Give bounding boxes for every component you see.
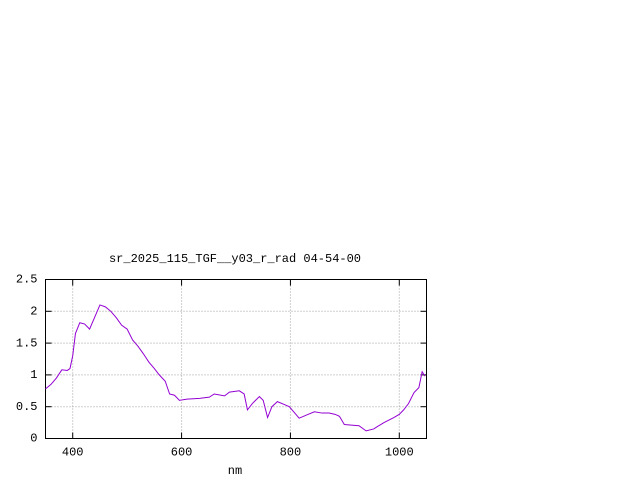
x-tick-label: 400 [62, 446, 84, 460]
y-tick-label: 2.5 [16, 273, 38, 287]
x-axis-label: nm [228, 464, 242, 478]
plot-frame [45, 279, 427, 439]
x-tick-label: 1000 [385, 446, 414, 460]
data-line [45, 304, 426, 432]
x-tick-label: 800 [280, 446, 302, 460]
y-tick-label: 1.5 [16, 336, 38, 350]
y-tick-label: 2 [30, 304, 37, 318]
x-tick-label: 600 [171, 446, 193, 460]
y-tick-label: 0.5 [16, 400, 38, 414]
y-tick-label: 0 [30, 432, 37, 446]
chart-title: sr_2025_115_TGF__y03_r_rad 04-54-00 [109, 252, 361, 266]
y-tick-label: 1 [30, 368, 37, 382]
